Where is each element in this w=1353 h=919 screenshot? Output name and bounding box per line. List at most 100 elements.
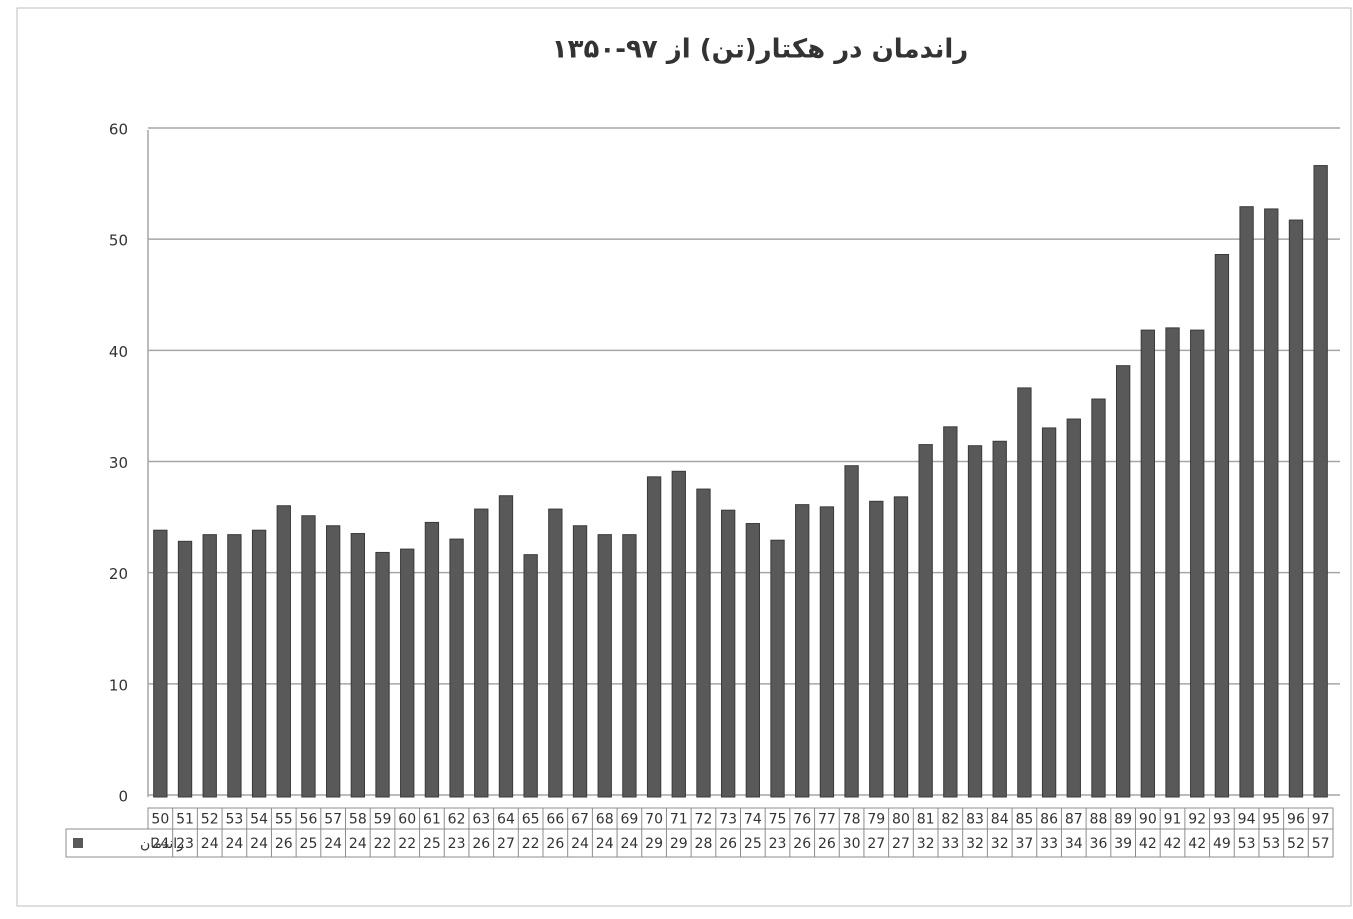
table-value: 22 <box>374 836 392 852</box>
x-tick-label: 72 <box>695 812 713 828</box>
table-value: 25 <box>423 836 441 852</box>
table-value: 24 <box>596 836 614 852</box>
x-tick-label: 65 <box>522 812 540 828</box>
x-tick-label: 69 <box>620 812 638 828</box>
chart-title: راندمان در هکتار(تن) از ۹۷-۱۳۵۰ <box>552 35 969 65</box>
y-tick-label: 20 <box>109 565 128 583</box>
bar <box>597 534 612 798</box>
table-value: 23 <box>769 836 787 852</box>
table-value: 26 <box>818 836 836 852</box>
table-value: 25 <box>744 836 762 852</box>
bar <box>869 500 884 798</box>
bar <box>893 496 909 798</box>
table-value: 28 <box>695 836 713 852</box>
bar <box>1140 329 1156 798</box>
x-tick-label: 82 <box>941 812 959 828</box>
x-tick-label: 96 <box>1287 812 1305 828</box>
bar <box>943 426 958 798</box>
bar <box>1165 327 1180 798</box>
bar <box>918 444 933 798</box>
x-tick-label: 57 <box>324 812 342 828</box>
bar <box>671 470 686 798</box>
bar <box>202 534 217 798</box>
bar <box>424 521 440 798</box>
table-value: 26 <box>275 836 293 852</box>
bar <box>572 525 588 798</box>
x-tick-label: 68 <box>596 812 614 828</box>
x-tick-label: 75 <box>769 812 787 828</box>
table-value: 24 <box>349 836 367 852</box>
bar <box>449 538 464 798</box>
bar <box>1313 165 1328 798</box>
x-tick-label: 95 <box>1262 812 1280 828</box>
table-value: 29 <box>645 836 663 852</box>
bar <box>1239 206 1254 798</box>
table-value: 22 <box>398 836 416 852</box>
x-tick-label: 90 <box>1139 812 1157 828</box>
bar <box>1115 365 1131 798</box>
table-value: 32 <box>917 836 935 852</box>
bar <box>325 525 341 798</box>
table-value: 30 <box>843 836 861 852</box>
x-tick-label: 66 <box>546 812 564 828</box>
legend-key <box>73 838 83 848</box>
x-tick-label: 64 <box>497 812 515 828</box>
x-tick-label: 50 <box>151 812 169 828</box>
x-tick-label: 60 <box>398 812 416 828</box>
x-tick-label: 74 <box>744 812 762 828</box>
bar <box>770 539 785 798</box>
y-tick-label: 40 <box>109 343 128 361</box>
y-tick-label: 60 <box>109 121 128 139</box>
x-tick-label: 53 <box>225 812 243 828</box>
table-value: 24 <box>201 836 219 852</box>
x-tick-label: 59 <box>374 812 392 828</box>
bar <box>646 476 662 798</box>
x-tick-label: 93 <box>1213 812 1231 828</box>
x-tick-label: 54 <box>250 812 268 828</box>
table-value: 53 <box>1238 836 1256 852</box>
bar <box>696 488 711 798</box>
bar <box>498 495 514 798</box>
chart-frame <box>16 7 1352 907</box>
bar <box>1190 329 1205 798</box>
bar <box>350 533 366 798</box>
x-tick-label: 55 <box>275 812 293 828</box>
table-value: 33 <box>1040 836 1058 852</box>
table-value: 22 <box>522 836 540 852</box>
table-value: 24 <box>151 836 169 852</box>
table-value: 49 <box>1213 836 1231 852</box>
bar <box>1017 387 1032 798</box>
x-tick-label: 88 <box>1090 812 1108 828</box>
x-tick-label: 78 <box>843 812 861 828</box>
x-tick-label: 85 <box>1015 812 1033 828</box>
x-tick-label: 81 <box>917 812 935 828</box>
bar <box>1264 208 1279 798</box>
table-row <box>65 828 1334 858</box>
bar <box>474 508 489 798</box>
bar <box>819 506 835 798</box>
x-tick-label: 73 <box>719 812 737 828</box>
bar <box>745 523 761 798</box>
bar <box>992 440 1007 798</box>
x-tick-label: 63 <box>472 812 490 828</box>
bar <box>795 504 810 798</box>
bar <box>301 515 316 798</box>
bar <box>622 534 637 798</box>
table-value: 26 <box>546 836 564 852</box>
bar <box>967 445 983 798</box>
x-tick-label: 61 <box>423 812 441 828</box>
table-value: 26 <box>719 836 737 852</box>
bar <box>844 465 859 798</box>
table-value: 42 <box>1164 836 1182 852</box>
bar <box>276 505 291 798</box>
bar <box>1041 427 1057 798</box>
table-value: 29 <box>670 836 688 852</box>
table-value: 32 <box>991 836 1009 852</box>
table-value: 34 <box>1065 836 1083 852</box>
bar <box>400 548 415 798</box>
table-value: 27 <box>867 836 885 852</box>
x-tick-label: 79 <box>867 812 885 828</box>
table-value: 36 <box>1090 836 1108 852</box>
x-tick-label: 67 <box>571 812 589 828</box>
x-tick-label: 97 <box>1312 812 1330 828</box>
